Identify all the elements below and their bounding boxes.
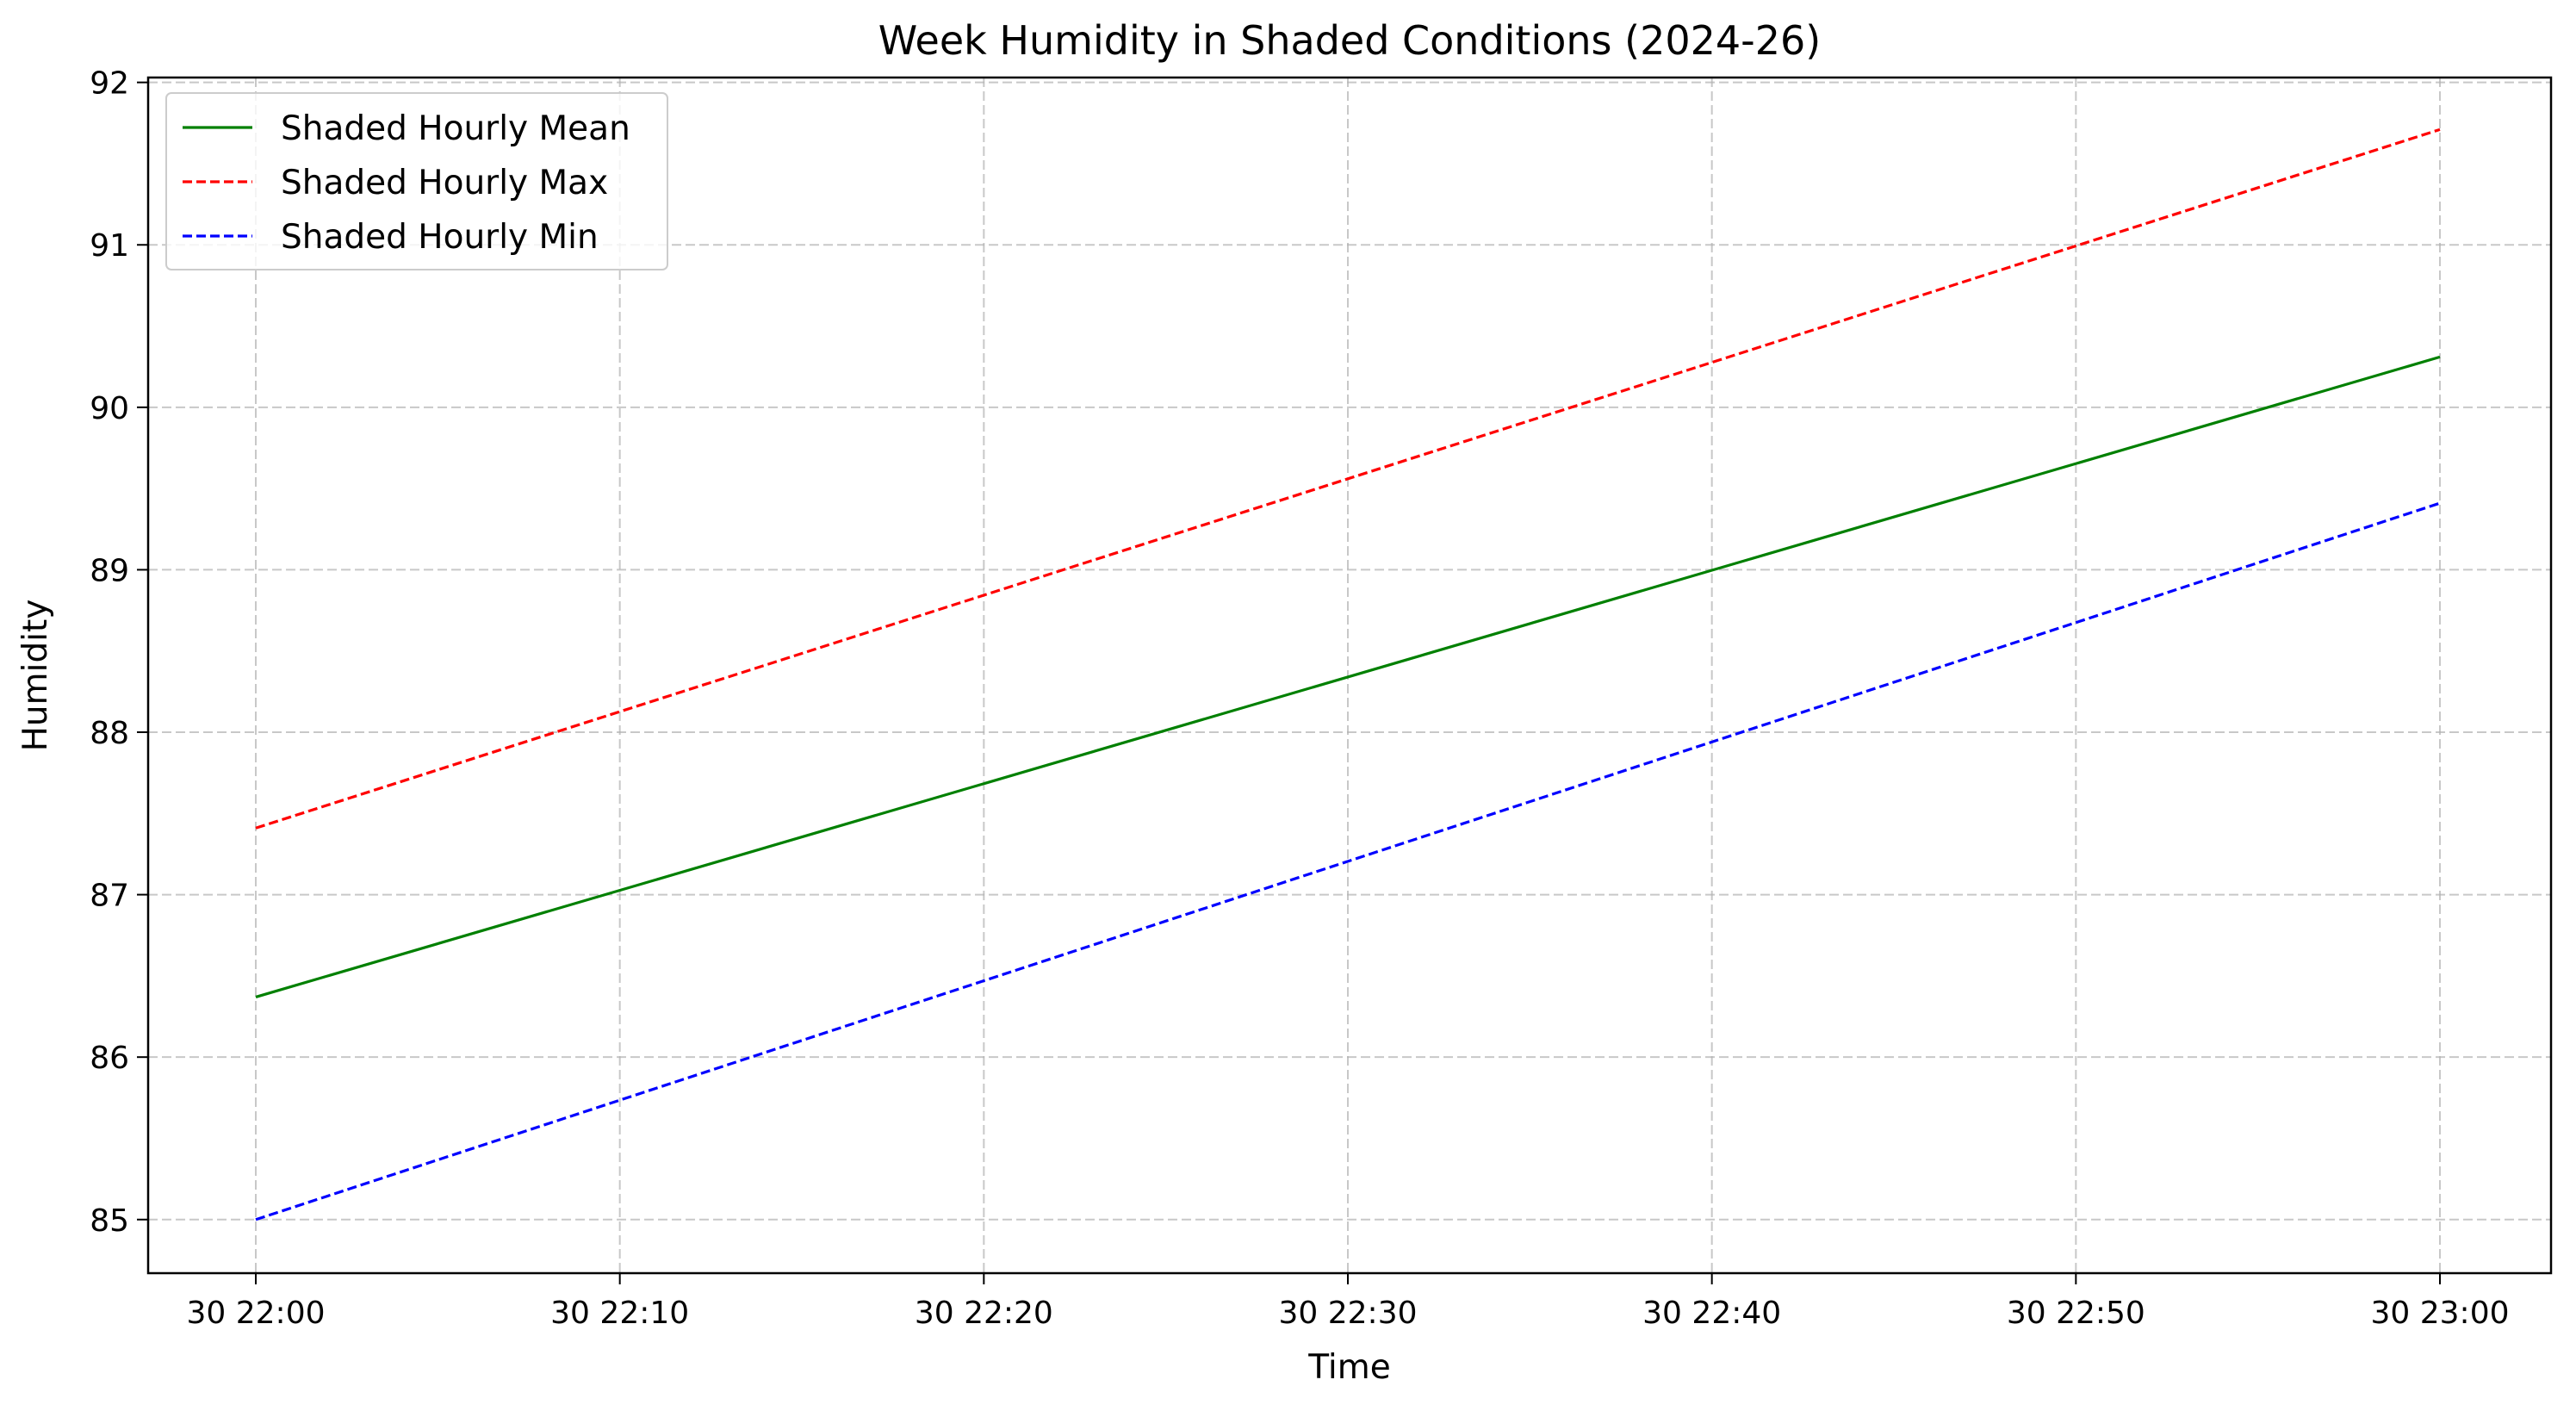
series-line-1 — [255, 127, 2441, 830]
x-tick-label: 30 22:40 — [1642, 1296, 1781, 1331]
y-tick-label: 89 — [90, 553, 129, 588]
plot-frame — [146, 76, 2553, 1275]
legend-frame — [165, 92, 668, 270]
chart-title: Week Humidity in Shaded Conditions (2024… — [878, 17, 1821, 64]
x-axis-title: Time — [1307, 1348, 1390, 1387]
legend: Shaded Hourly Mean Shaded Hourly Max Shade… — [165, 92, 668, 270]
x-tick-label: 30 22:30 — [1279, 1296, 1418, 1331]
series-line-2 — [255, 501, 2441, 1221]
legend-label-1: Shaded Hourly Max — [281, 164, 608, 202]
x-tick-label: 30 22:20 — [915, 1296, 1053, 1331]
gridlines — [148, 78, 2551, 1273]
y-tick-label: 88 — [90, 716, 129, 751]
legend-label-0: Shaded Hourly Mean — [281, 109, 630, 148]
y-tick-label: 86 — [90, 1041, 129, 1076]
series-line-0 — [255, 355, 2441, 998]
x-tick-label: 30 22:00 — [187, 1296, 326, 1331]
y-tick-label: 90 — [90, 391, 129, 426]
series-lines — [255, 127, 2441, 1221]
x-tick-label: 30 22:10 — [550, 1296, 689, 1331]
y-tick-label: 85 — [90, 1203, 129, 1239]
y-tick-label: 92 — [90, 66, 129, 102]
legend-label-2: Shaded Hourly Min — [281, 218, 599, 257]
y-tick-label: 87 — [90, 879, 129, 914]
axis-ticks: 30 22:00 30 22:10 30 22:20 30 22:30 30 22:40… — [90, 66, 2509, 1331]
y-axis-title: Humidity — [16, 600, 55, 752]
x-tick-label: 30 22:50 — [2007, 1296, 2145, 1331]
y-tick-label: 91 — [90, 228, 129, 264]
x-tick-label: 30 23:00 — [2371, 1296, 2510, 1331]
